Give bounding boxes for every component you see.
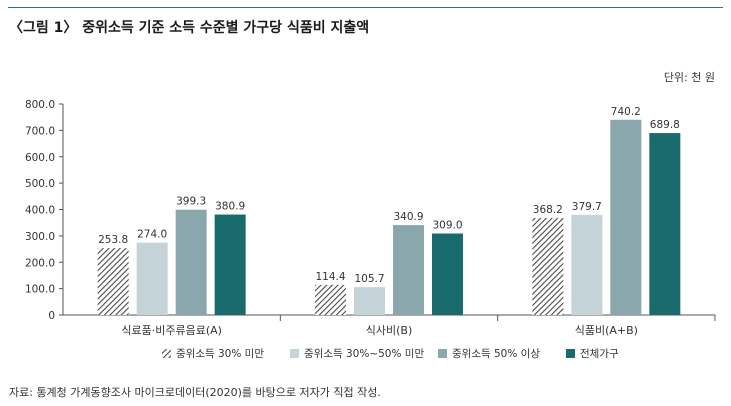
data-label: 253.8 (98, 234, 128, 246)
y-tick-label: 0 (48, 310, 55, 322)
y-tick-label: 500.0 (25, 178, 55, 190)
bar (97, 248, 129, 315)
legend-label: 중위소득 30% 미만 (176, 347, 264, 360)
y-tick-label: 800.0 (25, 99, 55, 111)
x-category-label: 식료품·비주류음료(A) (121, 324, 222, 337)
y-tick-label: 300.0 (25, 231, 55, 243)
y-tick-label: 400.0 (25, 205, 55, 217)
data-label: 740.2 (611, 106, 641, 118)
data-label: 105.7 (354, 273, 384, 285)
bar (610, 119, 642, 315)
bar (649, 133, 681, 315)
data-label: 368.2 (533, 204, 563, 216)
figure-title: 〈그림 1〉 중위소득 기준 소득 수준별 가구당 식품비 지출액 (9, 20, 370, 36)
legend-label: 중위소득 30%~50% 미만 (304, 347, 424, 360)
bar (393, 225, 424, 315)
legend-swatch (162, 349, 171, 358)
y-tick-label: 200.0 (25, 257, 55, 269)
source-note: 자료: 통계청 가계동향조사 마이크로데이터(2020)를 바탕으로 저자가 직… (9, 386, 381, 399)
data-label: 379.7 (572, 201, 602, 213)
unit-label: 단위: 천 원 (663, 71, 715, 84)
y-tick-label: 100.0 (25, 284, 55, 296)
data-label: 340.9 (393, 211, 423, 223)
x-category-label: 식품비(A+B) (575, 324, 638, 337)
data-label: 399.3 (176, 196, 206, 208)
bar (136, 242, 168, 315)
top-rule (8, 7, 723, 8)
bar (354, 287, 385, 315)
data-label: 114.4 (315, 271, 345, 283)
data-label: 309.0 (432, 220, 462, 232)
data-label: 380.9 (215, 201, 245, 213)
bar (571, 214, 603, 315)
legend-label: 전체가구 (580, 348, 619, 360)
x-category-label: 식사비(B) (366, 324, 413, 337)
bar (432, 233, 463, 315)
bar (532, 217, 564, 315)
bar (315, 284, 346, 315)
legend-swatch (566, 349, 575, 358)
data-label: 689.8 (650, 119, 680, 131)
data-label: 274.0 (137, 229, 167, 241)
bar (214, 214, 246, 315)
bar (175, 209, 207, 315)
legend-swatch (290, 349, 299, 358)
y-tick-label: 700.0 (25, 125, 55, 137)
y-tick-label: 600.0 (25, 152, 55, 164)
legend-label: 중위소득 50% 이상 (452, 347, 540, 360)
legend-swatch (438, 349, 447, 358)
